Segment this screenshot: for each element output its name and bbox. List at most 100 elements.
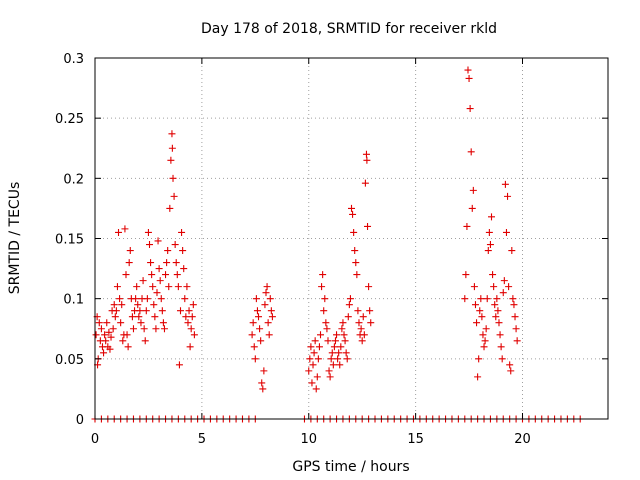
data-point [505, 283, 513, 291]
data-point [330, 343, 338, 351]
data-point [109, 325, 117, 333]
data-point [478, 313, 486, 321]
data-point [250, 343, 258, 351]
data-point [143, 295, 151, 303]
data-point [107, 333, 115, 341]
x-tick-label: 10 [300, 432, 317, 447]
chart-title: Day 178 of 2018, SRMTID for receiver rkl… [201, 21, 497, 37]
data-point [188, 313, 196, 321]
data-point [345, 301, 353, 309]
data-point [183, 283, 191, 291]
x-tick-label: 15 [407, 432, 424, 447]
data-point [490, 283, 498, 291]
data-point [325, 367, 333, 375]
data-point [357, 325, 365, 333]
data-point [319, 271, 327, 279]
data-point [504, 192, 512, 200]
data-point [155, 265, 163, 273]
grid [95, 58, 608, 419]
data-point [363, 156, 371, 164]
data-point [149, 283, 157, 291]
data-point [103, 319, 111, 327]
data-point [165, 283, 173, 291]
data-point [311, 337, 319, 345]
data-point [507, 367, 515, 375]
data-point [489, 271, 497, 279]
data-point [169, 174, 177, 182]
data-point [492, 313, 500, 321]
data-point [135, 313, 143, 321]
data-point [173, 271, 181, 279]
data-point [494, 307, 502, 315]
data-point [484, 247, 492, 255]
data-point [185, 307, 193, 315]
data-point [112, 307, 120, 315]
data-point [166, 204, 174, 212]
data-point [334, 355, 342, 363]
data-point [259, 385, 267, 393]
data-point [265, 331, 273, 339]
data-point [475, 355, 483, 363]
data-point [95, 319, 103, 327]
data-point [181, 295, 189, 303]
data-point [367, 319, 375, 327]
data-point [512, 325, 520, 333]
data-point [117, 319, 125, 327]
data-point [151, 313, 159, 321]
data-point [340, 331, 348, 339]
data-point [473, 319, 481, 327]
data-point [134, 301, 142, 309]
data-point [323, 325, 331, 333]
data-point [162, 271, 170, 279]
y-tick-label: 0.2 [63, 172, 84, 187]
data-point [263, 283, 271, 291]
data-point [248, 331, 256, 339]
data-point [499, 289, 507, 297]
data-point [485, 228, 493, 236]
data-point [497, 343, 505, 351]
data-point [360, 331, 368, 339]
data-point [154, 237, 162, 245]
data-point [180, 265, 188, 273]
data-point [177, 307, 184, 315]
data-point [509, 295, 517, 303]
data-point [326, 373, 334, 381]
data-point [251, 355, 259, 363]
data-point [305, 367, 313, 375]
data-point [179, 247, 187, 255]
data-point [255, 313, 263, 321]
data-point [268, 313, 276, 321]
y-tick-label: 0.25 [55, 112, 84, 127]
data-point [124, 343, 132, 351]
data-point [495, 319, 503, 327]
x-tick-label: 20 [514, 432, 531, 447]
data-point [115, 228, 123, 236]
data-point [168, 144, 176, 152]
data-point [257, 337, 265, 345]
data-point [470, 283, 478, 291]
data-point [327, 355, 335, 363]
data-point [174, 283, 182, 291]
data-point [350, 228, 358, 236]
data-point [100, 349, 108, 357]
data-point [163, 259, 171, 267]
data-point [172, 259, 180, 267]
y-tick-label: 0.1 [63, 293, 84, 308]
data-point [307, 343, 315, 351]
data-point [92, 331, 100, 339]
data-point [106, 345, 114, 353]
data-point [358, 337, 366, 345]
data-point [132, 295, 140, 303]
data-point [111, 313, 119, 321]
data-point [353, 271, 361, 279]
data-point [502, 228, 510, 236]
data-point [118, 301, 126, 309]
data-point [468, 204, 476, 212]
data-point [129, 325, 137, 333]
y-tick-label: 0.3 [63, 52, 84, 67]
data-point [141, 337, 149, 345]
data-point [102, 337, 110, 345]
data-point [105, 328, 113, 336]
data-point [355, 319, 363, 327]
